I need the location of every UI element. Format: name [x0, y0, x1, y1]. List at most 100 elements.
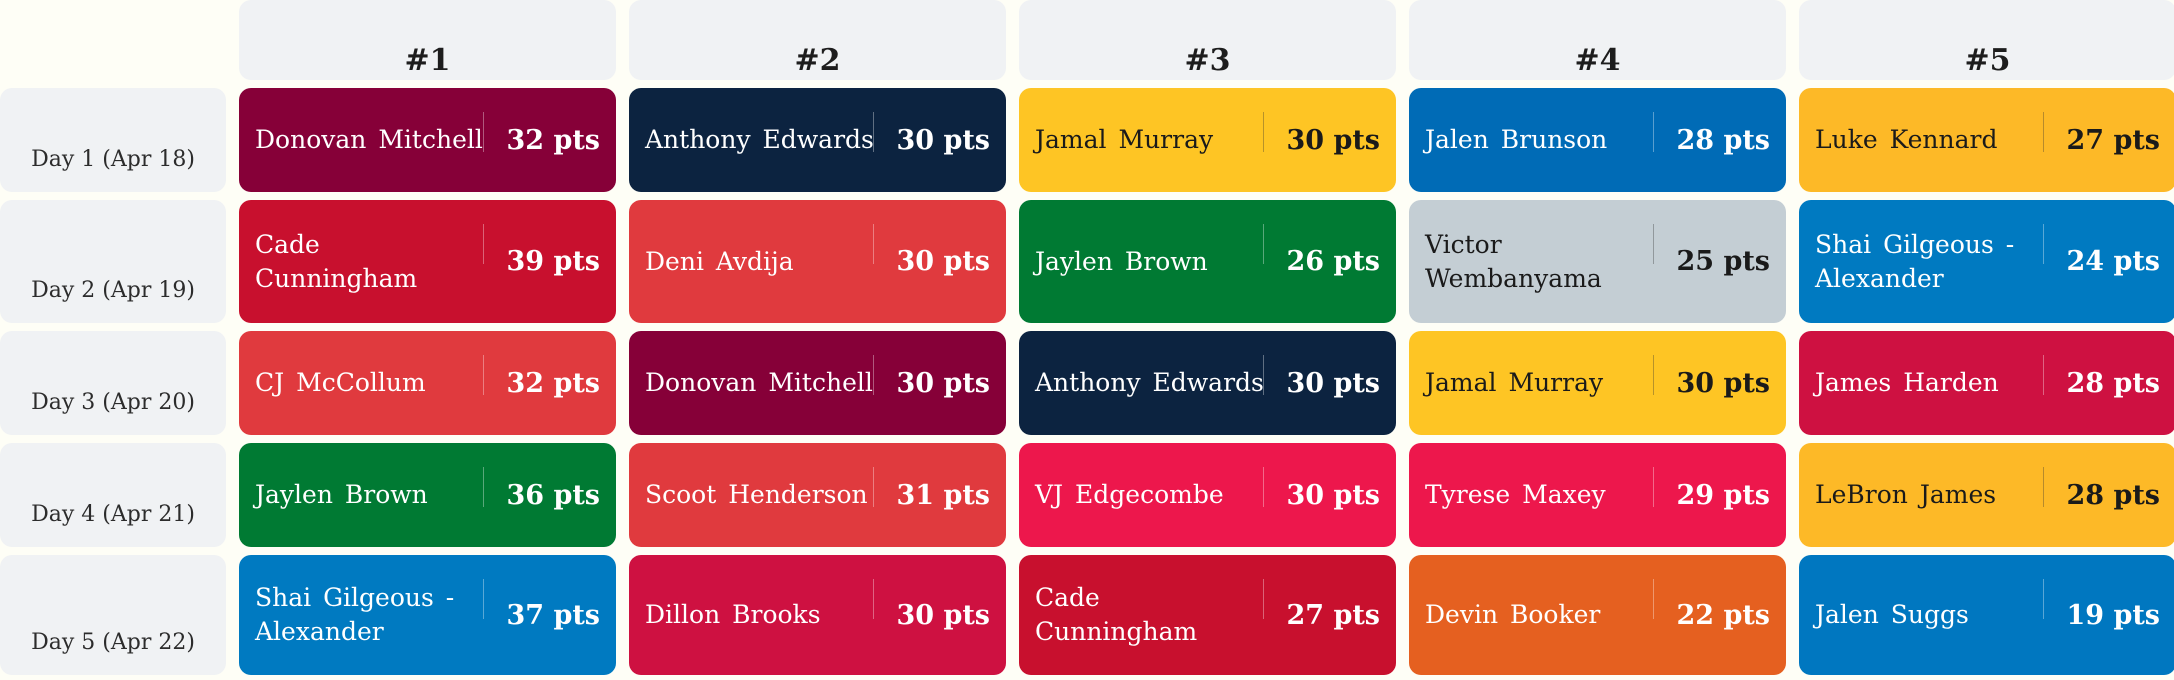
player-card: Tyrese Maxey 29 pts	[1409, 443, 1786, 547]
corner-spacer	[0, 0, 226, 80]
player-points: 25 pts	[1676, 246, 1770, 277]
card-divider	[2043, 579, 2044, 619]
player-name: Victor Wembanyama	[1425, 229, 1602, 293]
player-card: Jalen Brunson 28 pts	[1409, 88, 1786, 192]
player-name: Devin Booker	[1425, 600, 1601, 629]
player-points: 28 pts	[2066, 479, 2160, 511]
player-card: Shai Gilgeous - Alexander 37 pts	[239, 555, 616, 675]
card-divider	[2043, 224, 2044, 264]
player-card: Scoot Henderson 31 pts	[629, 443, 1006, 547]
row-header-day-5: Day 5 (Apr 22)	[0, 555, 226, 675]
player-card: Dillon Brooks 30 pts	[629, 555, 1006, 675]
player-points: 29 pts	[1676, 479, 1770, 511]
row-header-day-3: Day 3 (Apr 20)	[0, 331, 226, 435]
player-points: 31 pts	[896, 479, 990, 511]
player-points: 24 pts	[2066, 246, 2160, 277]
player-points: 22 pts	[1676, 599, 1770, 631]
card-divider	[483, 467, 484, 507]
player-name: Donovan Mitchell	[645, 368, 873, 397]
player-points: 28 pts	[1676, 124, 1770, 156]
player-name: Jaylen Brown	[1035, 246, 1208, 276]
card-divider	[483, 579, 484, 619]
card-divider	[873, 467, 874, 507]
player-points: 30 pts	[896, 124, 990, 156]
player-card: Donovan Mitchell 32 pts	[239, 88, 616, 192]
player-card: Cade Cunningham 27 pts	[1019, 555, 1396, 675]
player-name: Anthony Edwards	[1035, 368, 1264, 397]
player-points: 28 pts	[2066, 367, 2160, 399]
column-header-rank-2: #2	[629, 0, 1006, 80]
player-points: 30 pts	[896, 367, 990, 399]
card-divider	[2043, 467, 2044, 507]
card-divider	[873, 224, 874, 264]
player-card: VJ Edgecombe 30 pts	[1019, 443, 1396, 547]
player-card: Jaylen Brown 26 pts	[1019, 200, 1396, 323]
player-card: Cade Cunningham 39 pts	[239, 200, 616, 323]
player-name: Shai Gilgeous - Alexander	[255, 583, 455, 646]
player-points: 32 pts	[506, 124, 600, 156]
player-name: Cade Cunningham	[1035, 583, 1198, 646]
player-name: Jaylen Brown	[255, 480, 428, 509]
player-card: Jaylen Brown 36 pts	[239, 443, 616, 547]
player-name: VJ Edgecombe	[1035, 480, 1224, 509]
card-divider	[1653, 355, 1654, 395]
player-points: 30 pts	[1286, 124, 1380, 156]
player-points: 30 pts	[896, 599, 990, 631]
card-divider	[483, 355, 484, 395]
card-divider	[1263, 467, 1264, 507]
player-card: CJ McCollum 32 pts	[239, 331, 616, 435]
card-divider	[1653, 579, 1654, 619]
player-points: 27 pts	[2066, 124, 2160, 156]
card-divider	[1263, 355, 1264, 395]
card-divider	[483, 112, 484, 152]
player-name: James Harden	[1815, 368, 1999, 397]
player-name: CJ McCollum	[255, 368, 426, 397]
card-divider	[1263, 112, 1264, 152]
player-card: Anthony Edwards 30 pts	[1019, 331, 1396, 435]
player-points: 30 pts	[1676, 367, 1770, 399]
column-header-rank-5: #5	[1799, 0, 2174, 80]
player-card: Anthony Edwards 30 pts	[629, 88, 1006, 192]
player-name: Jalen Suggs	[1815, 600, 1969, 629]
player-name: Scoot Henderson	[645, 480, 868, 509]
card-divider	[873, 112, 874, 152]
row-header-day-4: Day 4 (Apr 21)	[0, 443, 226, 547]
player-name: Anthony Edwards	[645, 125, 874, 154]
player-name: Deni Avdija	[645, 246, 794, 276]
row-header-day-2: Day 2 (Apr 19)	[0, 200, 226, 323]
player-name: LeBron James	[1815, 480, 1997, 509]
player-card: Devin Booker 22 pts	[1409, 555, 1786, 675]
player-name: Jamal Murray	[1035, 125, 1214, 154]
player-points: 30 pts	[1286, 367, 1380, 399]
player-card: LeBron James 28 pts	[1799, 443, 2174, 547]
player-card: Shai Gilgeous - Alexander 24 pts	[1799, 200, 2174, 323]
player-points: 19 pts	[2066, 599, 2160, 631]
player-name: Jalen Brunson	[1425, 125, 1608, 154]
card-divider	[1263, 224, 1264, 264]
card-divider	[2043, 112, 2044, 152]
player-name: Tyrese Maxey	[1425, 480, 1606, 509]
player-card: Victor Wembanyama 25 pts	[1409, 200, 1786, 323]
card-divider	[2043, 355, 2044, 395]
column-header-rank-4: #4	[1409, 0, 1786, 80]
player-name: Cade Cunningham	[255, 229, 418, 293]
player-card: Jalen Suggs 19 pts	[1799, 555, 2174, 675]
card-divider	[1653, 224, 1654, 264]
card-divider	[1263, 579, 1264, 619]
card-divider	[483, 224, 484, 264]
player-card: Jamal Murray 30 pts	[1409, 331, 1786, 435]
card-divider	[1653, 112, 1654, 152]
card-divider	[873, 355, 874, 395]
player-name: Shai Gilgeous - Alexander	[1815, 229, 2015, 293]
player-points: 30 pts	[1286, 479, 1380, 511]
player-name: Dillon Brooks	[645, 600, 821, 629]
player-points: 37 pts	[506, 599, 600, 631]
player-points: 26 pts	[1286, 246, 1380, 277]
column-header-rank-1: #1	[239, 0, 616, 80]
player-card: Luke Kennard 27 pts	[1799, 88, 2174, 192]
player-name: Donovan Mitchell	[255, 125, 483, 154]
player-card: Donovan Mitchell 30 pts	[629, 331, 1006, 435]
column-header-rank-3: #3	[1019, 0, 1396, 80]
player-points: 32 pts	[506, 367, 600, 399]
